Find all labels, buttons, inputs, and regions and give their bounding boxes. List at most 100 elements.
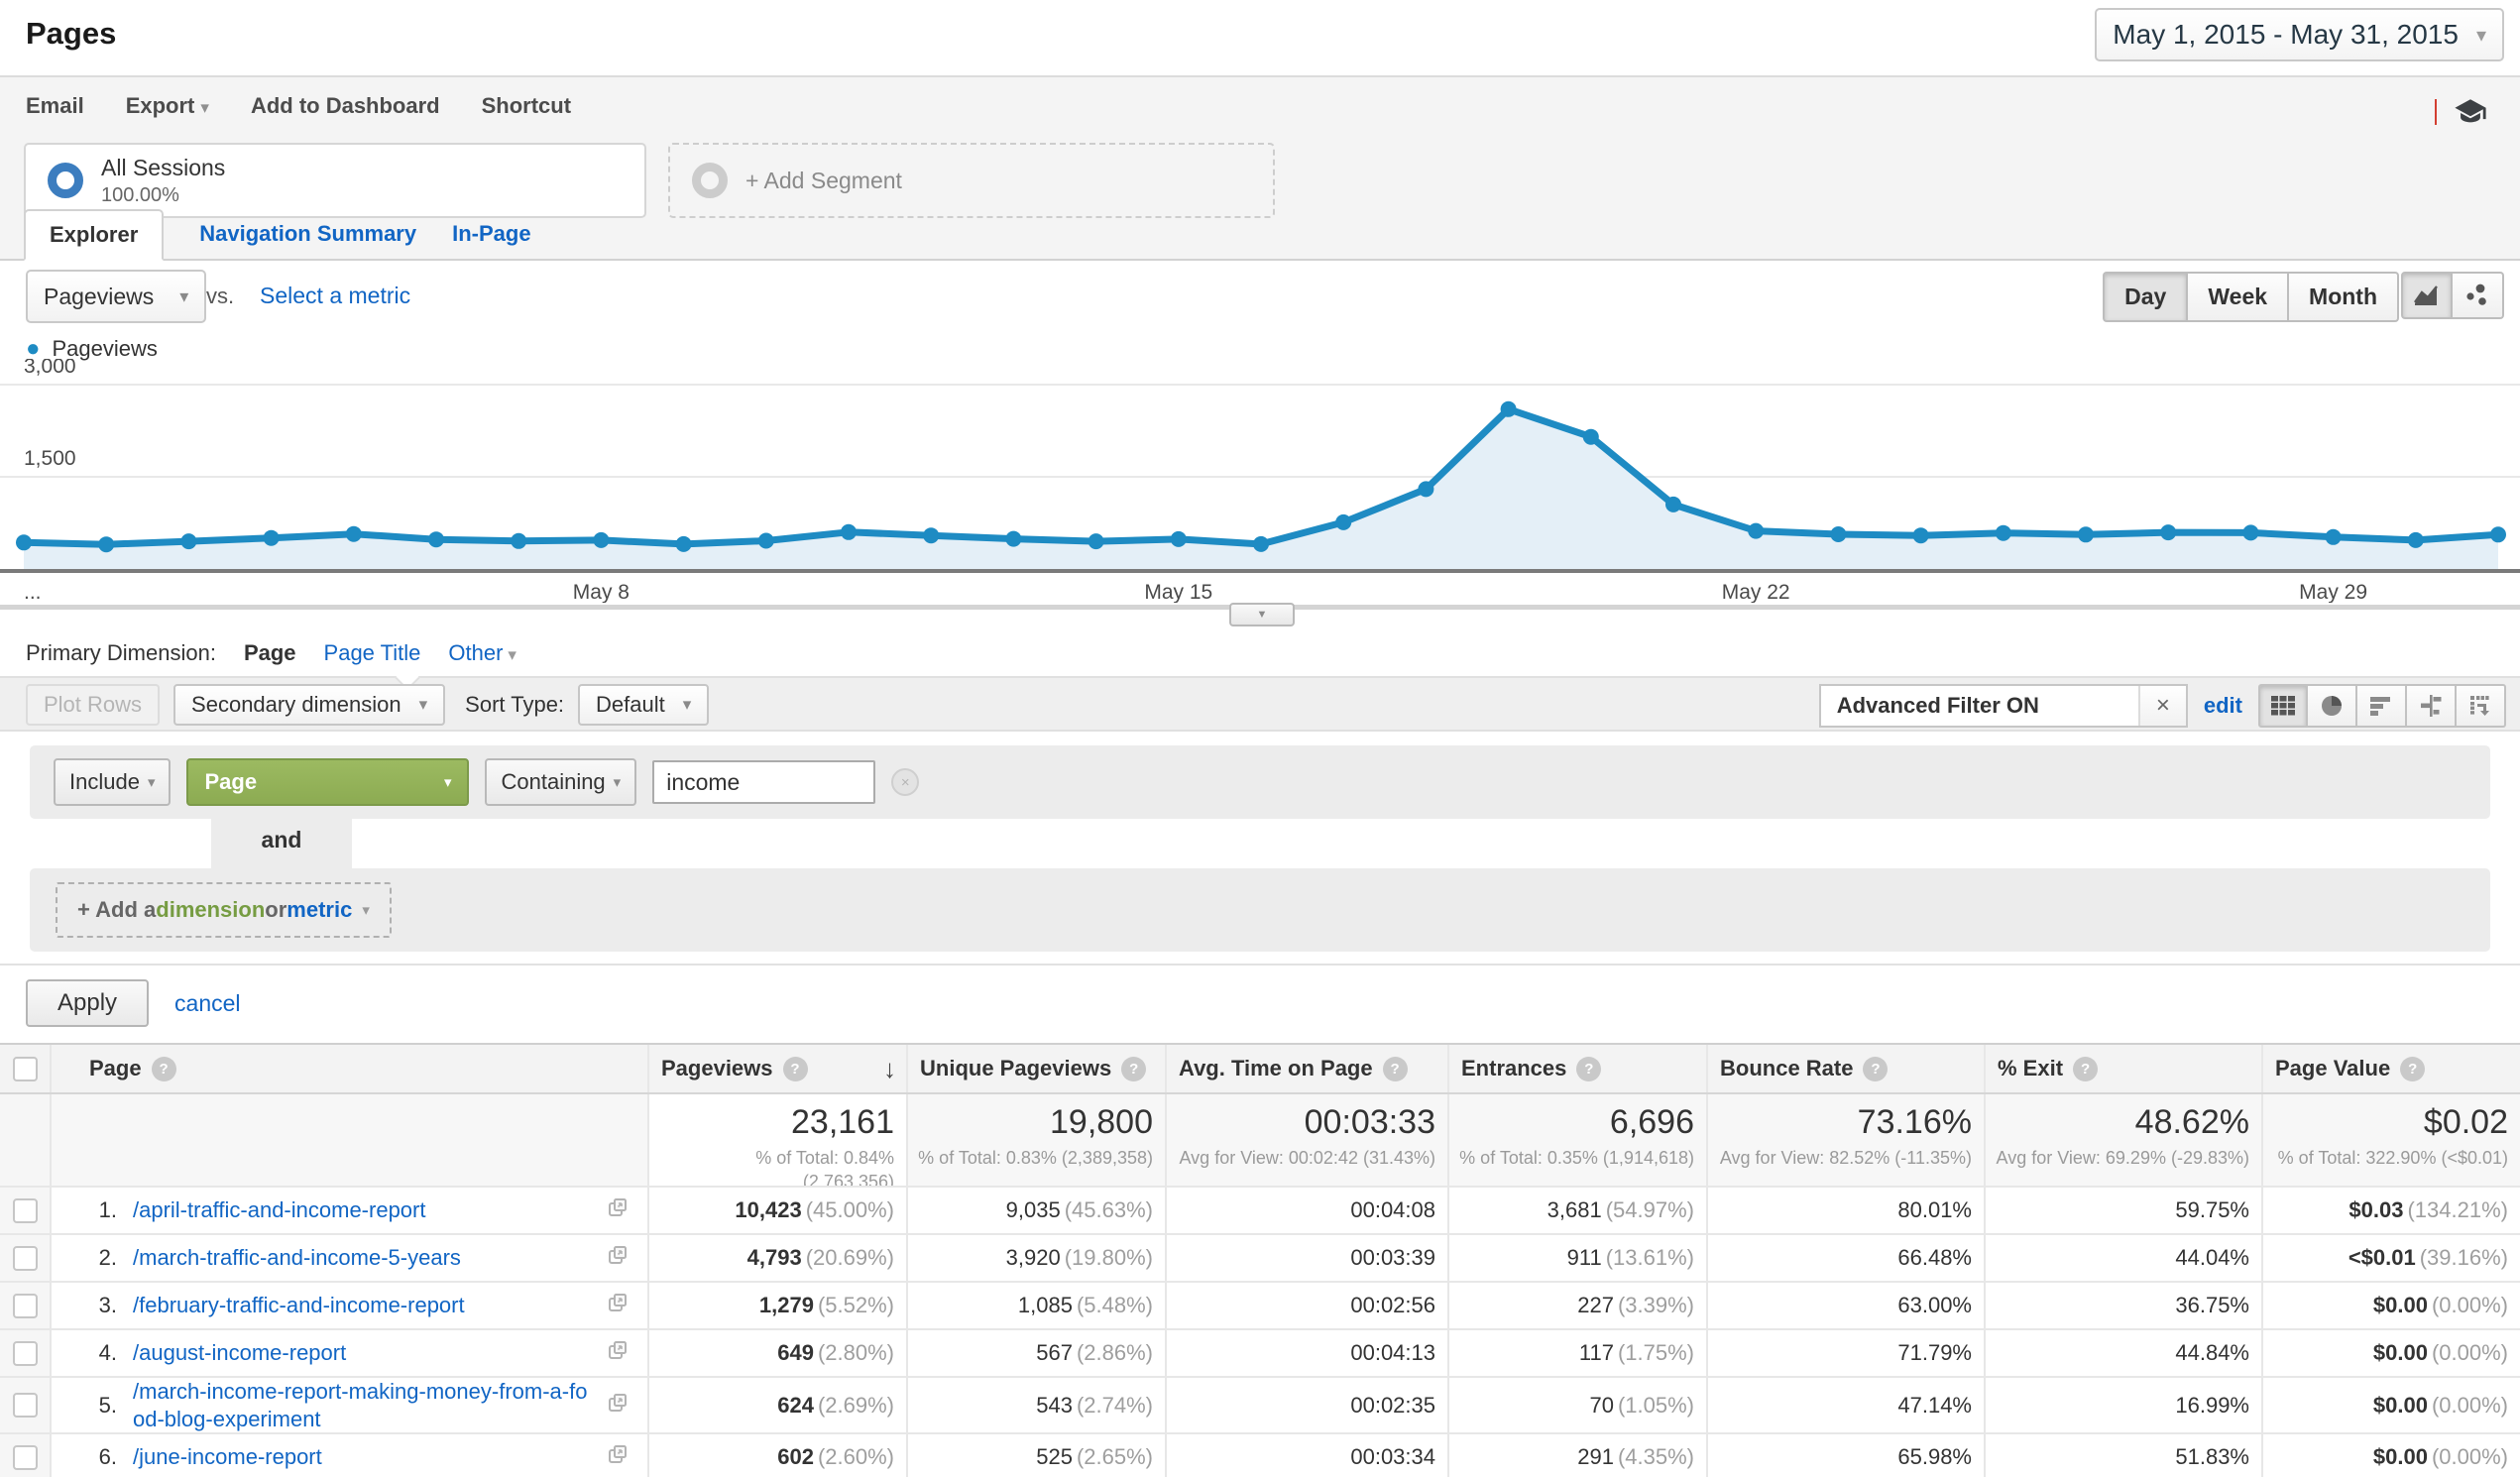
- metric-value: $0.03: [2348, 1197, 2404, 1222]
- secondary-dimension-dropdown[interactable]: Secondary dimension ▾: [173, 684, 446, 726]
- cancel-link[interactable]: cancel: [174, 989, 241, 1016]
- page-link[interactable]: /march-income-report-making-money-from-a…: [133, 1379, 588, 1431]
- dimension-other[interactable]: Other ▾: [448, 640, 516, 665]
- export-button[interactable]: Export ▾: [125, 93, 209, 118]
- entrances-cell: 70 (1.05%): [1449, 1378, 1708, 1432]
- row-checkbox[interactable]: [13, 1340, 38, 1366]
- row-checkbox[interactable]: [13, 1393, 38, 1418]
- edit-filter-link[interactable]: edit: [2203, 693, 2242, 718]
- apply-button[interactable]: Apply: [26, 979, 150, 1027]
- help-icon[interactable]: ?: [1863, 1056, 1889, 1081]
- filter-include-dropdown[interactable]: Include ▾: [54, 758, 172, 806]
- metric-value: 00:03:34: [1350, 1444, 1435, 1469]
- tab-in-page[interactable]: In-Page: [452, 221, 531, 246]
- tab-explorer[interactable]: Explorer: [24, 209, 165, 261]
- comparison-view-icon[interactable]: [2407, 684, 2457, 728]
- page-link[interactable]: /april-traffic-and-income-report: [133, 1197, 426, 1223]
- row-checkbox[interactable]: [13, 1197, 38, 1223]
- open-page-external-icon[interactable]: [608, 1393, 628, 1419]
- help-icon[interactable]: ?: [782, 1056, 808, 1081]
- page-link[interactable]: /june-income-report: [133, 1444, 322, 1470]
- filter-match-dropdown[interactable]: Containing ▾: [485, 758, 637, 806]
- filter-dimension-dropdown[interactable]: Page ▾: [186, 758, 470, 806]
- add-to-dashboard-button[interactable]: Add to Dashboard: [250, 93, 440, 118]
- help-icon[interactable]: ?: [1121, 1056, 1147, 1081]
- open-page-external-icon[interactable]: [608, 1293, 628, 1318]
- metric-percent: (5.52%): [817, 1293, 894, 1317]
- sort-desc-icon[interactable]: ↓: [883, 1053, 896, 1083]
- scrollbar-handle[interactable]: ▼: [1229, 603, 1295, 626]
- column-header-page[interactable]: Page ?: [52, 1045, 649, 1092]
- shortcut-button[interactable]: Shortcut: [481, 93, 572, 118]
- row-checkbox[interactable]: [13, 1293, 38, 1318]
- column-header-unique-pageviews[interactable]: Unique Pageviews ?: [908, 1045, 1167, 1092]
- header-checkbox-cell: [0, 1045, 52, 1092]
- line-chart-icon[interactable]: [2401, 272, 2453, 319]
- granularity-month-button[interactable]: Month: [2289, 272, 2399, 322]
- open-page-external-icon[interactable]: [608, 1444, 628, 1470]
- open-page-external-icon[interactable]: [608, 1245, 628, 1271]
- row-checkbox[interactable]: [13, 1245, 38, 1271]
- dimension-page-title[interactable]: Page Title: [323, 640, 421, 665]
- metric-percent: (4.35%): [1617, 1444, 1694, 1469]
- granularity-day-button[interactable]: Day: [2103, 272, 2189, 322]
- page-title: Pages: [26, 16, 117, 51]
- metric-percent: (45.00%): [805, 1197, 894, 1222]
- help-icon[interactable]: ?: [1576, 1056, 1602, 1081]
- help-icon[interactable]: ?: [2073, 1056, 2099, 1081]
- motion-chart-icon[interactable]: [2453, 272, 2504, 319]
- metric-select-dropdown[interactable]: Pageviews ▾: [26, 270, 207, 323]
- select-all-checkbox[interactable]: [12, 1056, 38, 1081]
- segment-all-sessions[interactable]: All Sessions 100.00%: [24, 143, 646, 218]
- tab-navigation-summary[interactable]: Navigation Summary: [199, 221, 417, 246]
- performance-view-icon[interactable]: [2357, 684, 2407, 728]
- help-icon[interactable]: ?: [2400, 1056, 2426, 1081]
- add-metric-label: metric: [286, 897, 353, 922]
- add-segment-button[interactable]: + Add Segment: [668, 143, 1275, 218]
- granularity-toggle: Day Week Month: [2103, 272, 2399, 322]
- table-view-icon[interactable]: [2258, 684, 2308, 728]
- row-rank: 2.: [98, 1245, 117, 1270]
- pivot-view-icon[interactable]: [2457, 684, 2506, 728]
- row-checkbox[interactable]: [13, 1444, 38, 1470]
- column-header-bounce-rate[interactable]: Bounce Rate ?: [1708, 1045, 1986, 1092]
- control-right: Advanced Filter ON × edit: [1818, 684, 2506, 728]
- plot-rows-button[interactable]: Plot Rows: [26, 684, 161, 726]
- close-icon[interactable]: ×: [2137, 686, 2186, 726]
- add-dimension-or-metric-button[interactable]: + Add a dimension or metric ▾: [56, 882, 392, 938]
- open-page-external-icon[interactable]: [608, 1197, 628, 1223]
- metric-value: 36.75%: [2175, 1293, 2249, 1317]
- help-icon[interactable]: ?: [1382, 1056, 1408, 1081]
- granularity-week-button[interactable]: Week: [2188, 272, 2290, 322]
- filter-value-input[interactable]: [652, 760, 876, 804]
- table-view-toggle: [2258, 684, 2506, 728]
- email-button[interactable]: Email: [26, 93, 84, 118]
- metric-value: 00:03:39: [1350, 1245, 1435, 1270]
- summary-unique-pageviews: 19,800 % of Total: 0.83% (2,389,358): [908, 1094, 1167, 1186]
- table-summary-row: 23,161 % of Total: 0.84% (2,763,356) 19,…: [0, 1094, 2520, 1188]
- metric-percent: (0.00%): [2431, 1392, 2508, 1418]
- column-header-exit[interactable]: % Exit ?: [1986, 1045, 2263, 1092]
- column-header-pageviews[interactable]: Pageviews ? ↓: [649, 1045, 908, 1092]
- sort-type-dropdown[interactable]: Default ▾: [578, 684, 710, 726]
- percentage-view-icon[interactable]: [2308, 684, 2357, 728]
- table-row: 3. /february-traffic-and-income-report 1,2…: [0, 1283, 2520, 1330]
- dimension-page[interactable]: Page: [243, 640, 296, 665]
- metric-value: 16.99%: [2175, 1392, 2249, 1418]
- remove-filter-icon[interactable]: ×: [891, 768, 920, 796]
- column-header-page-value[interactable]: Page Value ?: [2263, 1045, 2520, 1092]
- education-cap-icon[interactable]: [2451, 95, 2490, 129]
- table-row: 1. /april-traffic-and-income-report 10,423…: [0, 1188, 2520, 1235]
- column-header-avg-time[interactable]: Avg. Time on Page ?: [1167, 1045, 1449, 1092]
- page-link[interactable]: /march-traffic-and-income-5-years: [133, 1245, 461, 1271]
- page-link[interactable]: /february-traffic-and-income-report: [133, 1293, 465, 1318]
- metric-value: 543: [1036, 1392, 1073, 1418]
- date-range-selector[interactable]: May 1, 2015 - May 31, 2015 ▾: [2095, 8, 2504, 61]
- chevron-down-icon: ▾: [418, 695, 428, 715]
- open-page-external-icon[interactable]: [608, 1340, 628, 1366]
- avg-time-cell: 00:03:34: [1167, 1434, 1449, 1477]
- column-header-entrances[interactable]: Entrances ?: [1449, 1045, 1708, 1092]
- page-link[interactable]: /august-income-report: [133, 1340, 347, 1366]
- select-metric-link[interactable]: Select a metric: [260, 283, 411, 308]
- help-icon[interactable]: ?: [151, 1056, 176, 1081]
